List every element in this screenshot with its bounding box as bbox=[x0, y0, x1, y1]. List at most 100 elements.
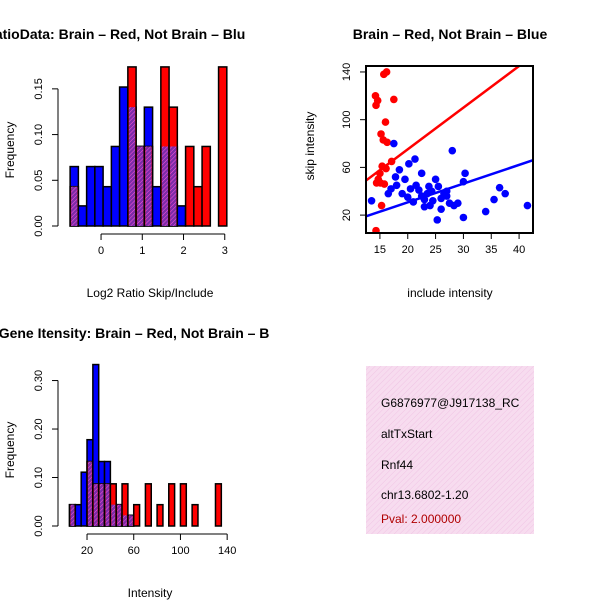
scatter-chart-title: Brain – Red, Not Brain – Blue bbox=[353, 26, 548, 42]
scatter-x-tick-label: 20 bbox=[402, 244, 414, 256]
ratio-bar-brain bbox=[201, 145, 212, 227]
fit-line-brain bbox=[366, 66, 520, 182]
event-type-text: altTxStart bbox=[381, 427, 433, 441]
ratio-x-tick-label: 3 bbox=[222, 245, 228, 257]
scatter-point-not-brain bbox=[367, 196, 376, 205]
scatter-point-brain bbox=[377, 201, 386, 210]
scatter-point-not-brain bbox=[417, 169, 426, 178]
intensity-x-tick-label: 60 bbox=[128, 545, 140, 557]
scatter-point-not-brain bbox=[431, 175, 440, 184]
ratio-y-tick-label: 0.15 bbox=[33, 78, 45, 99]
ratio-x-tick-label: 0 bbox=[98, 245, 104, 257]
ratio-axes: 0 1 2 3 0.00 0.05 0.10 0.15 bbox=[33, 78, 228, 257]
gene-name-text: Rnf44 bbox=[381, 458, 413, 472]
scatter-point-not-brain bbox=[384, 189, 393, 198]
ratio-bars bbox=[69, 66, 228, 227]
intensity-y-tick-label: 0.30 bbox=[33, 370, 45, 391]
ratio-bar-not-brain bbox=[102, 185, 113, 227]
scatter-point-not-brain bbox=[405, 160, 413, 168]
scatter-frame bbox=[365, 65, 534, 234]
ratio-y-tick-label: 0.05 bbox=[33, 170, 45, 191]
scatter-point-not-brain bbox=[523, 201, 532, 210]
scatter-point-brain bbox=[372, 101, 380, 110]
intensity-bar-overlap bbox=[128, 515, 133, 526]
intensity-y-label: Frequency bbox=[3, 422, 17, 479]
ratio-bar-brain bbox=[193, 185, 203, 227]
intensity-y-tick-label: 0.00 bbox=[33, 515, 45, 536]
scatter-plot-area: 15 20 25 30 35 40 20 60 100 140 bbox=[341, 63, 534, 256]
scatter-point-not-brain bbox=[459, 213, 468, 222]
ratio-bar-brain bbox=[184, 145, 195, 227]
ratio-bar-overlap bbox=[128, 107, 136, 226]
ratio-bar-not-brain bbox=[151, 185, 162, 227]
scatter-y-tick-label: 100 bbox=[341, 110, 353, 128]
intensity-axes: 20 60 100 140 0.00 0.10 0.20 0.30 bbox=[33, 370, 236, 557]
intensity-bar-overlap bbox=[105, 483, 110, 526]
ratio-x-label: Log2 Ratio Skip/Include bbox=[87, 286, 214, 300]
scatter-x-tick-label: 15 bbox=[374, 244, 386, 256]
ratio-bar-overlap bbox=[137, 146, 144, 226]
ratio-bar-not-brain bbox=[176, 205, 187, 227]
scatter-point-brain bbox=[390, 95, 398, 104]
scatter-y-tick-label: 20 bbox=[341, 209, 353, 221]
scatter-point-brain bbox=[380, 180, 389, 188]
scatter-point-not-brain bbox=[406, 185, 415, 193]
scatter-point-not-brain bbox=[437, 205, 445, 213]
scatter-point-not-brain bbox=[395, 165, 404, 174]
scatter-point-not-brain bbox=[411, 155, 419, 163]
ratio-x-tick-label: 2 bbox=[180, 245, 186, 257]
ratio-bar-overlap bbox=[145, 146, 152, 226]
ratio-y-tick-label: 0.10 bbox=[33, 124, 45, 145]
scatter-y-tick-label: 140 bbox=[341, 63, 353, 81]
location-text: chr13.6802-1.20 bbox=[381, 488, 469, 502]
intensity-bar-brain bbox=[132, 503, 141, 527]
intensity-x-label: Intensity bbox=[128, 586, 173, 600]
scatter-point-not-brain bbox=[481, 207, 490, 216]
scatter-point-not-brain bbox=[412, 181, 420, 190]
scatter-x-tick-label: 25 bbox=[429, 244, 441, 256]
scatter-point-brain bbox=[381, 118, 390, 126]
scatter-point-not-brain bbox=[429, 196, 437, 205]
probe-id-text: G6876977@J917138_RC bbox=[381, 396, 520, 410]
scatter-point-not-brain bbox=[420, 202, 429, 211]
intensity-bar-not-brain bbox=[80, 471, 88, 527]
scatter-point-brain bbox=[372, 226, 380, 233]
scatter-point-brain bbox=[377, 130, 385, 138]
scatter-point-not-brain bbox=[425, 182, 433, 191]
ratio-bar-brain bbox=[217, 66, 228, 227]
intensity-bar-brain bbox=[179, 483, 188, 527]
scatter-point-not-brain bbox=[390, 139, 398, 148]
scatter-x-tick-label: 30 bbox=[457, 244, 469, 256]
intensity-y-tick-label: 0.10 bbox=[33, 467, 45, 488]
intensity-x-tick-label: 140 bbox=[218, 545, 236, 557]
intensity-bars bbox=[68, 363, 223, 527]
scatter-point-not-brain bbox=[433, 216, 442, 224]
scatter-point-not-brain bbox=[398, 189, 406, 198]
scatter-y-tick-label: 60 bbox=[341, 161, 353, 173]
ratio-bar-overlap bbox=[170, 146, 177, 226]
intensity-bar-overlap bbox=[93, 483, 98, 526]
intensity-y-tick-label: 0.20 bbox=[33, 418, 45, 439]
scatter-point-not-brain bbox=[403, 193, 412, 202]
intensity-bar-brain bbox=[214, 483, 223, 527]
scatter-panel: Brain – Red, Not Brain – Blue 15 20 25 30 35… bbox=[303, 26, 547, 300]
intensity-bar-overlap bbox=[123, 515, 127, 526]
intensity-x-tick-label: 100 bbox=[171, 545, 189, 557]
scatter-point-brain bbox=[383, 138, 391, 147]
scatter-point-not-brain bbox=[461, 169, 469, 178]
intensity-x-tick-label: 20 bbox=[81, 545, 93, 557]
scatter-point-not-brain bbox=[454, 199, 462, 207]
intensity-bar-overlap bbox=[111, 504, 116, 526]
ratio-bar-not-brain bbox=[77, 205, 88, 227]
intensity-chart-title: Exon Gene Itensity: Brain – Red, Not Bra… bbox=[0, 325, 269, 341]
info-panel-background bbox=[366, 366, 534, 534]
scatter-x-tick-label: 40 bbox=[513, 244, 525, 256]
scatter-y-label: skip intensity bbox=[303, 112, 317, 181]
scatter-x-label: include intensity bbox=[407, 286, 492, 300]
intensity-bar-not-brain bbox=[74, 503, 82, 527]
ratio-bar-not-brain bbox=[118, 86, 129, 227]
fit-line-not-brain bbox=[366, 159, 533, 218]
ratio-y-label: Frequency bbox=[3, 122, 17, 179]
info-panel: G6876977@J917138_RC altTxStart Rnf44 chr… bbox=[366, 366, 534, 534]
